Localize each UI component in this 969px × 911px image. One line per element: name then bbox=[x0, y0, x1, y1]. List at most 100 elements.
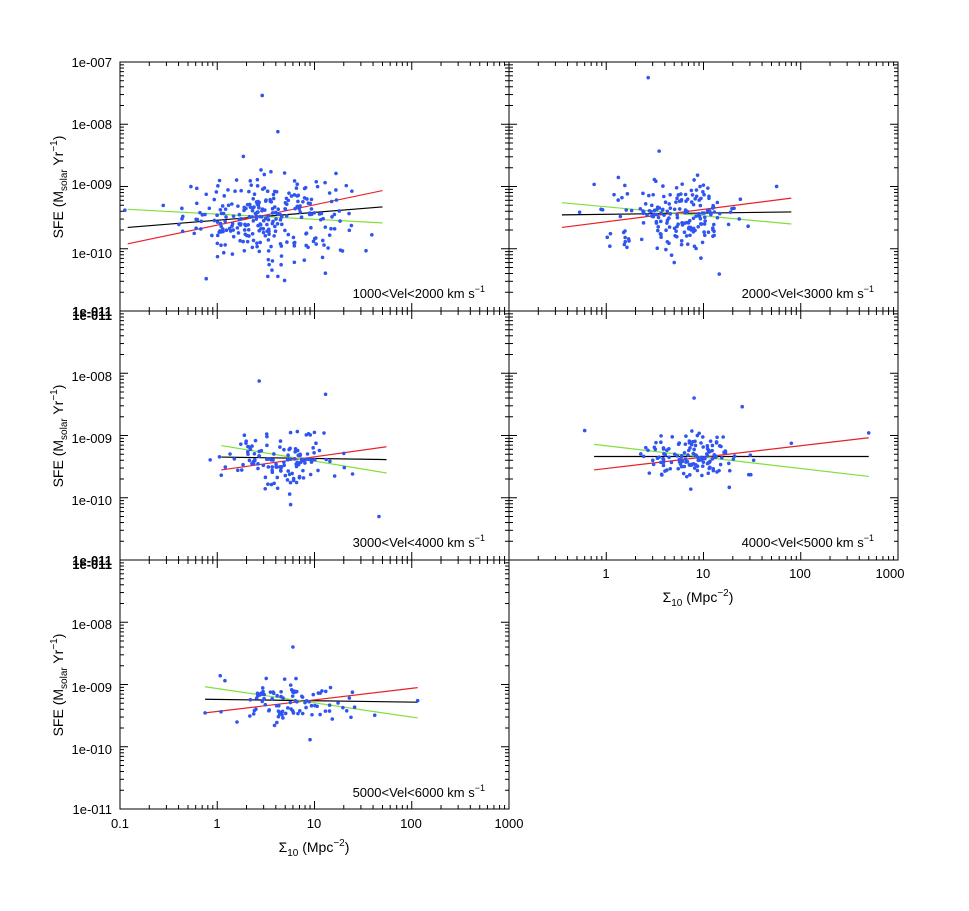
data-point bbox=[242, 248, 247, 253]
data-point bbox=[592, 182, 596, 187]
y-tick-label: 1e-011 bbox=[72, 553, 112, 568]
data-point bbox=[180, 229, 185, 234]
data-point bbox=[308, 433, 313, 437]
data-point bbox=[306, 201, 311, 205]
data-point bbox=[688, 473, 692, 477]
data-point bbox=[675, 212, 679, 217]
data-point bbox=[677, 199, 682, 204]
data-point bbox=[241, 154, 246, 159]
data-point bbox=[251, 461, 256, 466]
data-point bbox=[686, 226, 691, 231]
data-point bbox=[702, 215, 707, 220]
data-point bbox=[279, 254, 284, 258]
plot-frame bbox=[119, 61, 510, 312]
data-point bbox=[664, 247, 668, 252]
data-point bbox=[220, 204, 225, 208]
data-point bbox=[647, 193, 651, 198]
data-point bbox=[659, 460, 663, 465]
data-point bbox=[271, 458, 275, 462]
data-point bbox=[661, 447, 666, 451]
data-point bbox=[239, 468, 244, 472]
data-point bbox=[654, 179, 658, 184]
data-point bbox=[328, 459, 332, 464]
data-point bbox=[268, 690, 273, 694]
data-point bbox=[661, 456, 665, 461]
data-point bbox=[692, 178, 696, 182]
data-point bbox=[215, 220, 220, 224]
data-point bbox=[285, 240, 289, 244]
data-point bbox=[267, 232, 271, 237]
data-point bbox=[288, 430, 293, 435]
data-point bbox=[661, 460, 666, 465]
data-point bbox=[329, 226, 333, 231]
data-point bbox=[212, 218, 217, 223]
data-point bbox=[260, 686, 265, 690]
data-point bbox=[624, 208, 629, 212]
data-point bbox=[311, 239, 316, 244]
data-point bbox=[711, 468, 716, 473]
data-point bbox=[263, 702, 268, 707]
data-point bbox=[250, 231, 255, 236]
panel-label: 3000<Vel<4000 km s−1 bbox=[353, 533, 485, 550]
data-point bbox=[219, 224, 223, 229]
data-point bbox=[309, 703, 314, 708]
data-point bbox=[685, 242, 690, 246]
data-point bbox=[622, 242, 627, 247]
data-point bbox=[246, 228, 251, 232]
data-point bbox=[719, 444, 723, 449]
data-point bbox=[342, 451, 346, 456]
axis-ticks bbox=[119, 560, 509, 810]
data-point bbox=[302, 258, 307, 262]
data-point bbox=[616, 198, 621, 202]
data-point bbox=[697, 431, 701, 436]
data-point bbox=[270, 211, 275, 215]
data-point bbox=[274, 217, 278, 221]
data-point bbox=[236, 231, 241, 235]
data-point bbox=[658, 219, 663, 224]
data-point bbox=[347, 211, 351, 216]
data-point bbox=[245, 239, 250, 244]
data-point bbox=[245, 450, 250, 454]
data-point bbox=[241, 462, 245, 467]
data-point bbox=[301, 476, 306, 480]
data-point bbox=[260, 208, 264, 213]
data-point bbox=[262, 692, 266, 697]
data-point bbox=[687, 439, 692, 443]
data-points bbox=[208, 379, 381, 519]
data-point bbox=[303, 461, 307, 465]
data-point bbox=[287, 492, 292, 496]
fit-lines bbox=[127, 189, 383, 245]
data-point bbox=[215, 254, 220, 259]
x-axis-title: Σ10 (Mpc−2) bbox=[279, 838, 350, 859]
data-point bbox=[706, 448, 711, 452]
data-point bbox=[659, 211, 663, 215]
data-point bbox=[241, 239, 245, 244]
x-tick-label: 1000 bbox=[876, 566, 905, 581]
data-point bbox=[687, 463, 692, 467]
data-point bbox=[702, 456, 707, 460]
data-point bbox=[243, 232, 248, 237]
data-point bbox=[279, 694, 283, 699]
data-point bbox=[218, 207, 223, 212]
data-point bbox=[283, 228, 287, 233]
data-point bbox=[267, 262, 271, 267]
data-point bbox=[295, 182, 300, 186]
data-point bbox=[194, 226, 198, 230]
data-point bbox=[253, 438, 258, 443]
data-point bbox=[625, 192, 630, 196]
data-point bbox=[313, 703, 317, 708]
data-point bbox=[265, 434, 269, 439]
data-point bbox=[620, 195, 624, 200]
data-point bbox=[334, 188, 338, 192]
panel-5000-6000: 5000<Vel<6000 km s−1 1e-011 1e-010 1e-00… bbox=[49, 557, 523, 859]
data-point bbox=[330, 717, 335, 721]
data-point bbox=[694, 463, 698, 467]
data-point bbox=[242, 433, 247, 438]
data-point bbox=[275, 720, 279, 725]
data-point bbox=[679, 242, 684, 247]
data-point bbox=[582, 428, 587, 433]
data-point bbox=[646, 448, 650, 453]
data-point bbox=[705, 443, 710, 448]
data-point bbox=[246, 444, 250, 449]
data-point bbox=[269, 169, 273, 174]
